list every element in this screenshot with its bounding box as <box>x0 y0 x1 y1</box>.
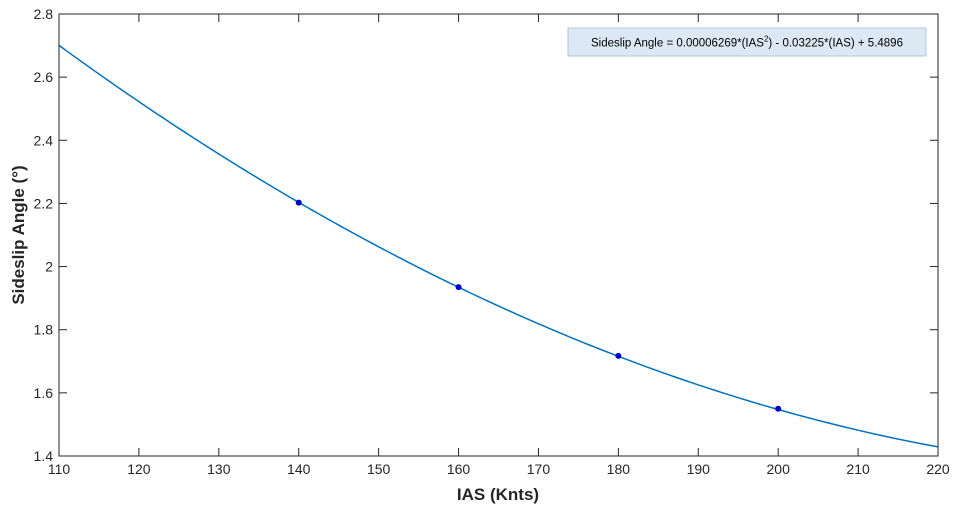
x-tick-label: 210 <box>846 461 870 477</box>
plot-frame <box>58 13 939 457</box>
y-tick-label: 2.8 <box>34 6 54 22</box>
equation-suffix: ) - 0.03225*(IAS) + 5.4896 <box>768 38 903 50</box>
x-tick-label: 190 <box>687 461 711 477</box>
fit-curve <box>58 44 939 448</box>
x-tick-label: 150 <box>367 461 391 477</box>
x-tick-label: 200 <box>767 461 791 477</box>
x-axis-ticks: 110 120 130 140 150 160 170 180 190 200 210 220 <box>48 14 950 477</box>
y-tick-label: 2 <box>45 259 53 275</box>
equation-text: Sideslip Angle = 0.00006269*(IAS2) - 0.0… <box>591 35 903 50</box>
data-point <box>455 284 462 291</box>
data-point <box>775 405 782 412</box>
x-tick-label: 130 <box>207 461 231 477</box>
y-axis-ticks: 1.4 1.6 1.8 2 2.2 2.4 2.6 2.8 <box>34 6 938 464</box>
x-tick-label: 180 <box>607 461 631 477</box>
x-tick-label: 140 <box>287 461 311 477</box>
y-tick-label: 2.2 <box>34 195 54 211</box>
y-tick-label: 2.6 <box>34 69 54 85</box>
y-tick-label: 1.4 <box>34 448 54 464</box>
equation-box <box>567 27 927 57</box>
x-axis-title: IAS (Knts) <box>457 485 539 504</box>
x-tick-label: 120 <box>127 461 151 477</box>
x-tick-label: 170 <box>527 461 551 477</box>
x-tick-label: 160 <box>447 461 471 477</box>
y-tick-label: 2.4 <box>34 132 54 148</box>
y-axis-title: Sideslip Angle (°) <box>9 165 28 304</box>
data-point <box>615 352 622 359</box>
plot-area <box>59 14 938 456</box>
equation-superscript: 2 <box>764 35 769 44</box>
y-tick-label: 1.6 <box>34 385 54 401</box>
data-point <box>295 199 302 206</box>
data-points <box>295 199 782 412</box>
x-tick-label: 220 <box>926 461 950 477</box>
x-tick-label: 110 <box>48 461 71 477</box>
y-tick-label: 1.8 <box>34 322 54 338</box>
equation-annotation: Sideslip Angle = 0.00006269*(IAS2) - 0.0… <box>567 27 927 57</box>
equation-prefix: Sideslip Angle = 0.00006269*(IAS <box>591 38 764 50</box>
